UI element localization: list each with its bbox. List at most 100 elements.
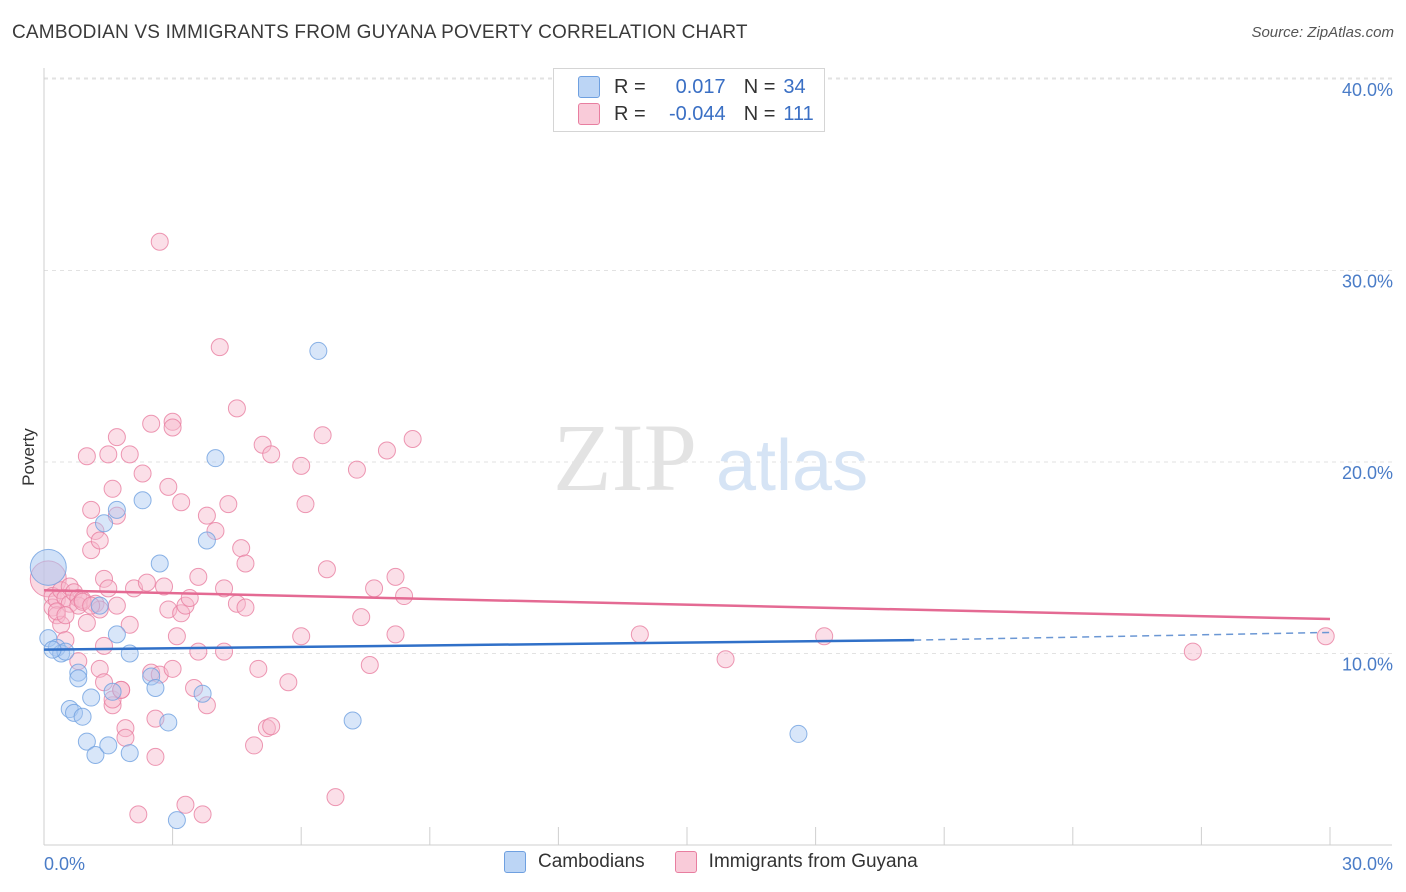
points-layer [29, 232, 1335, 830]
legend-label-cambodians: Cambodians [538, 851, 645, 872]
trendline-cambodians-projection [914, 631, 1331, 641]
point-guyana [317, 560, 336, 579]
source-credit: Source: ZipAtlas.com [1251, 24, 1394, 41]
point-guyana [107, 596, 126, 615]
point-cambodian [99, 736, 118, 755]
point-guyana [107, 428, 126, 447]
legend-item-guyana: Immigrants from Guyana [674, 851, 918, 873]
legend-r-label: R = [614, 102, 646, 125]
point-cambodian [142, 667, 161, 686]
legend-row-guyana: R = -0.044 N = 111 [578, 101, 814, 127]
point-guyana [146, 747, 165, 766]
point-guyana [386, 625, 405, 644]
point-guyana [1316, 627, 1335, 646]
point-guyana [197, 506, 216, 525]
point-cambodian [120, 744, 139, 763]
point-cambodian [150, 554, 169, 573]
point-guyana [103, 479, 122, 498]
legend-swatch-guyana [674, 851, 697, 873]
point-guyana [90, 600, 109, 619]
point-guyana [99, 579, 118, 598]
point-guyana [90, 659, 109, 678]
point-guyana [386, 567, 405, 586]
watermark: ZIP atlas [553, 404, 868, 511]
point-guyana [360, 655, 379, 674]
trendline-cambodians [43, 638, 915, 651]
point-cambodian [69, 663, 88, 682]
point-guyana [73, 592, 92, 611]
point-guyana [365, 579, 384, 598]
x-tick-label: 0.0% [44, 854, 85, 874]
y-axis-label: Poverty [19, 428, 38, 486]
point-guyana [210, 338, 229, 357]
legend-r-value: 0.017 [675, 75, 726, 98]
legend-swatch-cambodians [578, 76, 600, 98]
series-legend: Cambodians Immigrants from Guyana [504, 851, 948, 873]
legend-n-value: 34 [783, 75, 806, 98]
point-cambodian [29, 548, 67, 586]
point-cambodian [789, 724, 808, 743]
point-guyana [347, 460, 366, 479]
point-cambodian [343, 711, 362, 730]
point-guyana [155, 577, 174, 596]
legend-n-value: 111 [783, 102, 814, 125]
point-cambodian [107, 625, 126, 644]
point-guyana [403, 430, 422, 449]
point-guyana [116, 728, 135, 747]
chart-title: CAMBODIAN VS IMMIGRANTS FROM GUYANA POVE… [12, 22, 748, 43]
point-cambodian [65, 703, 84, 722]
point-cambodian [103, 682, 122, 701]
legend-label-guyana: Immigrants from Guyana [708, 851, 918, 872]
y-tick-label: 30.0% [1342, 272, 1393, 292]
point-guyana [56, 606, 75, 625]
legend-row-cambodians: R = 0.017 N = 34 [578, 74, 806, 100]
point-guyana [82, 500, 101, 519]
point-guyana [95, 569, 114, 588]
point-cambodian [206, 449, 225, 468]
point-guyana [185, 678, 204, 697]
point-guyana [292, 627, 311, 646]
point-guyana [262, 445, 281, 464]
point-cambodian [107, 500, 126, 519]
point-guyana [236, 554, 255, 573]
point-cambodian [167, 811, 186, 830]
point-guyana [99, 445, 118, 464]
point-guyana [142, 414, 161, 433]
point-guyana [377, 441, 396, 460]
legend-r-label: R = [614, 75, 646, 98]
point-cambodian [146, 678, 165, 697]
legend-swatch-guyana [578, 103, 600, 125]
point-guyana [120, 615, 139, 634]
point-guyana [150, 232, 169, 251]
point-guyana [232, 539, 251, 558]
point-guyana [167, 627, 186, 646]
point-guyana [219, 495, 238, 514]
point-guyana [129, 805, 148, 824]
point-guyana [352, 608, 371, 627]
point-cambodian [95, 514, 114, 533]
point-cambodian [133, 491, 152, 510]
point-guyana [172, 493, 191, 512]
point-guyana [180, 588, 199, 607]
point-cambodian [69, 669, 88, 688]
point-guyana [326, 788, 345, 807]
point-guyana [189, 642, 208, 661]
point-cambodian [193, 684, 212, 703]
point-cambodian [90, 596, 109, 615]
point-cambodian [82, 688, 101, 707]
point-cambodian [197, 531, 216, 550]
point-guyana [176, 795, 195, 814]
point-guyana [292, 456, 311, 475]
point-guyana [133, 464, 152, 483]
point-cambodian [159, 713, 178, 732]
point-guyana [245, 736, 264, 755]
watermark-zip: ZIP [553, 404, 697, 511]
point-guyana [262, 717, 281, 736]
point-guyana [313, 426, 332, 445]
y-tick-label: 20.0% [1342, 463, 1393, 483]
point-guyana [227, 399, 246, 418]
point-guyana [630, 625, 649, 644]
y-tick-label: 40.0% [1342, 80, 1393, 100]
point-cambodian [73, 707, 92, 726]
point-guyana [193, 805, 212, 824]
